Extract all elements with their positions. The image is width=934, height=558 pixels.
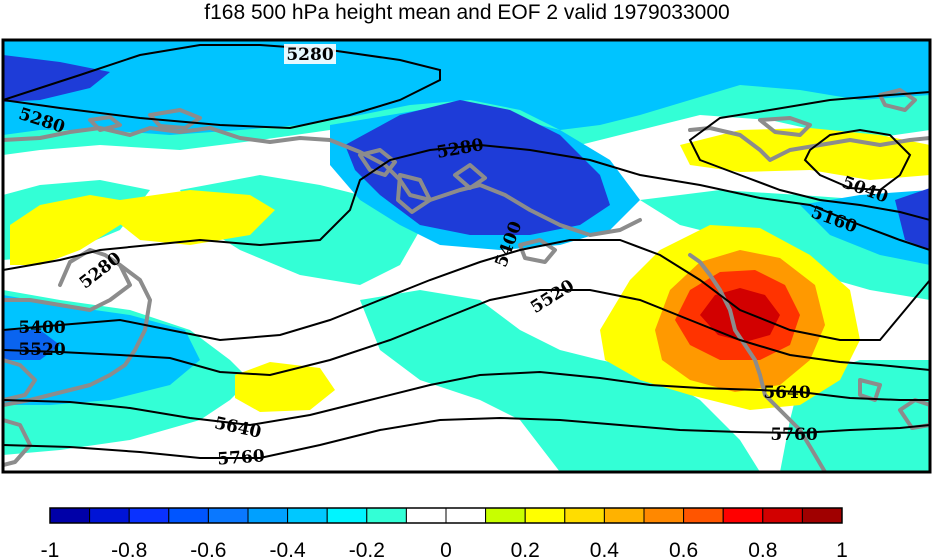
contour-label: 5400 bbox=[18, 318, 65, 338]
field-yellow-west bbox=[10, 195, 150, 265]
contour-5160 bbox=[688, 90, 930, 222]
colorbar-swatch bbox=[564, 507, 605, 524]
contour-5280-north bbox=[3, 44, 441, 130]
contour-5640 bbox=[3, 370, 930, 427]
colorbar-swatch bbox=[366, 507, 407, 524]
map-frame bbox=[1, 38, 932, 474]
colorbar-tick-label: -0.4 bbox=[270, 539, 307, 558]
colorbar-swatch bbox=[168, 507, 209, 524]
colorbar-swatch bbox=[247, 507, 289, 524]
colorbar-tick-label: 0.8 bbox=[748, 539, 777, 558]
contour-5520 bbox=[3, 289, 930, 377]
colorbar-swatch bbox=[801, 507, 843, 524]
colorbar-swatch bbox=[643, 507, 685, 524]
colorbar-tick-label: 1 bbox=[836, 539, 848, 558]
chart-title: f168 500 hPa height mean and EOF 2 valid… bbox=[204, 1, 730, 24]
colorbar-swatch bbox=[89, 507, 130, 524]
colorbar-tick-label: -0.2 bbox=[349, 539, 385, 558]
field-darkred-center bbox=[700, 288, 780, 342]
colorbar-swatch bbox=[207, 507, 249, 524]
colorbar-swatch bbox=[524, 507, 566, 524]
contour-5280-center bbox=[3, 143, 930, 271]
colorbar-tick-label: -0.8 bbox=[111, 539, 147, 558]
field-yellow-west2 bbox=[115, 190, 275, 245]
contour-5760 bbox=[3, 416, 930, 459]
contour-5040 bbox=[803, 128, 912, 192]
field-sky-north bbox=[3, 40, 930, 135]
colorbar-tick-label: 0.6 bbox=[669, 539, 698, 558]
field-cyan-southcentral bbox=[360, 290, 760, 472]
colorbar: -1 -0.8 -0.6 -0.4 -0.2 0 0.2 0.4 0.6 0.8 1 bbox=[41, 507, 848, 558]
colorbar-swatch bbox=[485, 507, 526, 524]
colorbar-swatch bbox=[405, 507, 447, 524]
colorbar-swatch bbox=[445, 507, 487, 524]
contour-label: 5520 bbox=[18, 340, 65, 360]
colorbar-tick-label: -1 bbox=[41, 539, 60, 558]
colorbar-tick-label: 0.2 bbox=[511, 539, 540, 558]
colorbar-swatch bbox=[287, 507, 328, 524]
contour-label: 5640 bbox=[763, 383, 810, 403]
colorbar-tick-label: 0.4 bbox=[590, 539, 620, 558]
colorbar-swatch bbox=[762, 507, 803, 524]
colorbar-tick-label: -0.6 bbox=[190, 539, 226, 558]
colorbar-swatch bbox=[49, 507, 91, 524]
field-blue-center bbox=[345, 100, 610, 235]
contour-label: 5280 bbox=[286, 45, 333, 65]
field-blue-nw bbox=[3, 55, 110, 102]
colorbar-frame bbox=[49, 507, 843, 524]
colorbar-swatch bbox=[326, 507, 368, 524]
colorbar-swatch bbox=[683, 507, 724, 524]
colorbar-swatch bbox=[128, 507, 170, 524]
colorbar-tick-label: 0 bbox=[440, 539, 452, 558]
contour-label: 5760 bbox=[217, 446, 266, 469]
field-blue-east bbox=[895, 188, 930, 250]
colorbar-swatch bbox=[603, 507, 645, 524]
contour-label: 5760 bbox=[770, 425, 817, 445]
height-contours bbox=[3, 44, 930, 459]
field-sky-west bbox=[3, 295, 200, 405]
colorbar-swatch bbox=[722, 507, 764, 524]
contour-5400 bbox=[3, 239, 930, 342]
map-panel: 5280 5280 5280 5280 5040 5160 5400 5400 … bbox=[3, 40, 930, 472]
